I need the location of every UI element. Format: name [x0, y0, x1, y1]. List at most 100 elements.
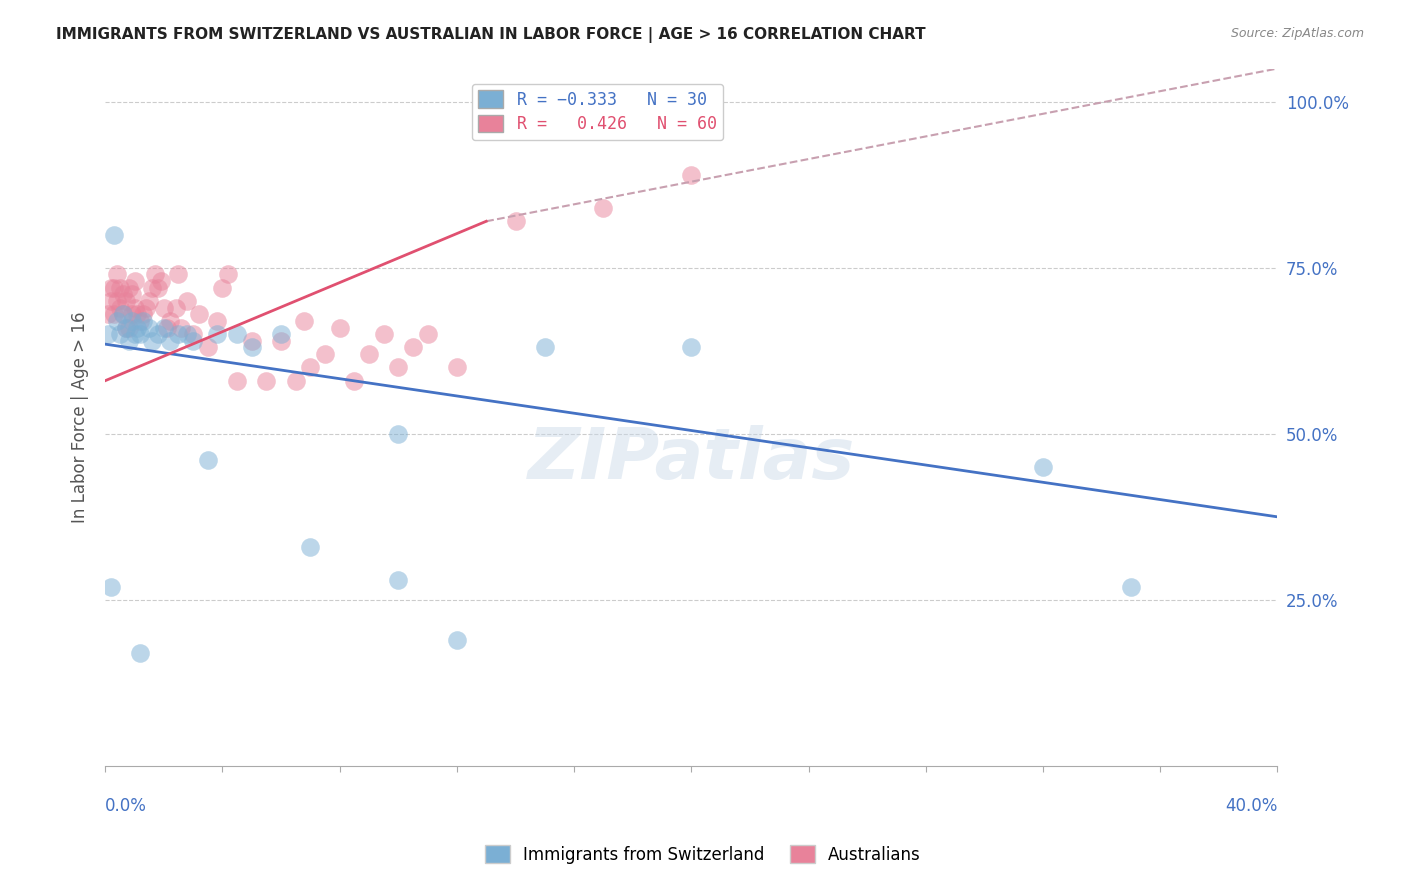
Point — [127, 320, 149, 334]
Point — [114, 320, 136, 334]
Point — [181, 334, 204, 348]
Point — [170, 320, 193, 334]
Point — [197, 453, 219, 467]
Point — [681, 341, 703, 355]
Point — [103, 227, 125, 242]
Point — [111, 307, 134, 321]
Point — [329, 320, 352, 334]
Text: IMMIGRANTS FROM SWITZERLAND VS AUSTRALIAN IN LABOR FORCE | AGE > 16 CORRELATION : IMMIGRANTS FROM SWITZERLAND VS AUSTRALIA… — [56, 27, 927, 43]
Point — [118, 334, 141, 348]
Point — [132, 307, 155, 321]
Point — [143, 268, 166, 282]
Point — [299, 540, 322, 554]
Point — [97, 307, 120, 321]
Point — [270, 334, 292, 348]
Point — [167, 268, 190, 282]
Point — [284, 374, 307, 388]
Point — [124, 327, 146, 342]
Point — [188, 307, 211, 321]
Point — [153, 301, 176, 315]
Point — [108, 301, 131, 315]
Point — [357, 347, 380, 361]
Point — [105, 293, 128, 308]
Point — [592, 201, 614, 215]
Point — [402, 341, 425, 355]
Point — [100, 580, 122, 594]
Point — [129, 327, 152, 342]
Point — [118, 281, 141, 295]
Point — [387, 360, 409, 375]
Point — [105, 314, 128, 328]
Point — [124, 274, 146, 288]
Point — [294, 314, 316, 328]
Point — [108, 281, 131, 295]
Text: 0.0%: 0.0% — [105, 797, 148, 815]
Point — [111, 287, 134, 301]
Point — [100, 293, 122, 308]
Point — [159, 334, 181, 348]
Point — [159, 314, 181, 328]
Point — [108, 327, 131, 342]
Text: Source: ZipAtlas.com: Source: ZipAtlas.com — [1230, 27, 1364, 40]
Point — [121, 307, 143, 321]
Point — [181, 327, 204, 342]
Point — [138, 320, 160, 334]
Point — [240, 334, 263, 348]
Point — [111, 307, 134, 321]
Point — [270, 327, 292, 342]
Point — [533, 341, 555, 355]
Point — [205, 327, 228, 342]
Point — [103, 307, 125, 321]
Point — [138, 293, 160, 308]
Point — [226, 374, 249, 388]
Point — [387, 426, 409, 441]
Text: 40.0%: 40.0% — [1225, 797, 1278, 815]
Point — [127, 307, 149, 321]
Point — [129, 646, 152, 660]
Point — [156, 320, 179, 334]
Point — [387, 573, 409, 587]
Point — [114, 293, 136, 308]
Point — [343, 374, 366, 388]
Legend: R = −0.333   N = 30, R =   0.426   N = 60: R = −0.333 N = 30, R = 0.426 N = 60 — [472, 84, 724, 140]
Point — [165, 301, 187, 315]
Point — [97, 327, 120, 342]
Point — [146, 327, 169, 342]
Y-axis label: In Labor Force | Age > 16: In Labor Force | Age > 16 — [72, 311, 89, 523]
Point — [121, 314, 143, 328]
Point — [299, 360, 322, 375]
Point — [240, 341, 263, 355]
Point — [141, 334, 163, 348]
Text: ZIPatlas: ZIPatlas — [527, 425, 855, 493]
Point — [197, 341, 219, 355]
Point — [254, 374, 277, 388]
Point — [314, 347, 336, 361]
Point — [416, 327, 439, 342]
Point — [114, 320, 136, 334]
Point — [121, 287, 143, 301]
Point — [505, 214, 527, 228]
Point — [132, 314, 155, 328]
Legend: Immigrants from Switzerland, Australians: Immigrants from Switzerland, Australians — [478, 838, 928, 871]
Point — [205, 314, 228, 328]
Point — [100, 281, 122, 295]
Point — [167, 327, 190, 342]
Point — [124, 301, 146, 315]
Point — [146, 281, 169, 295]
Point — [226, 327, 249, 342]
Point — [118, 320, 141, 334]
Point — [176, 293, 198, 308]
Point — [217, 268, 239, 282]
Point — [105, 268, 128, 282]
Point — [129, 314, 152, 328]
Point — [211, 281, 233, 295]
Point — [1032, 460, 1054, 475]
Point — [149, 274, 172, 288]
Point — [141, 281, 163, 295]
Point — [103, 281, 125, 295]
Point — [446, 632, 468, 647]
Point — [446, 360, 468, 375]
Point — [153, 320, 176, 334]
Point — [1119, 580, 1142, 594]
Point — [176, 327, 198, 342]
